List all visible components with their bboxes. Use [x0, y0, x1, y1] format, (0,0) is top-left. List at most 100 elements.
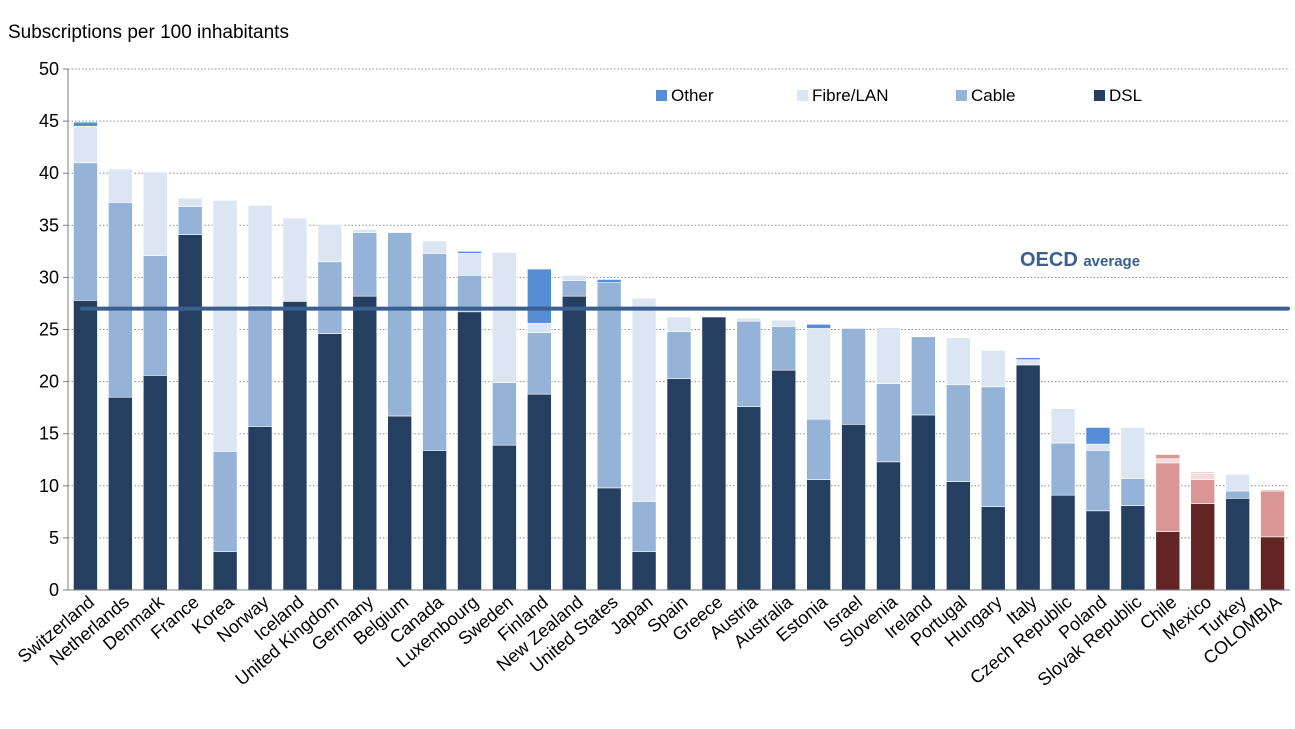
bar-cable-belgium — [387, 232, 412, 417]
bar-fibre-lan-austria — [736, 317, 762, 322]
bar-stack-chile — [1155, 454, 1181, 591]
legend: Other Fibre/LAN Cable DSL — [656, 86, 1142, 105]
y-tick-label: 45 — [39, 111, 59, 131]
bar-stack-sweden — [492, 252, 517, 591]
bar-dsl-hungary — [980, 506, 1006, 591]
bar-stack-germany — [352, 229, 378, 591]
bar-dsl-chile — [1155, 531, 1181, 591]
bar-dsl-austria — [736, 406, 762, 591]
y-axis: 0 5 10 15 20 25 30 35 40 45 50 — [39, 59, 69, 600]
bar-dsl-finland — [527, 393, 552, 591]
bar-dsl-netherlands — [108, 396, 133, 591]
bar-fibre-lan-new-zealand — [561, 275, 587, 281]
bar-dsl-japan — [631, 551, 657, 591]
bar-stack-united-states — [596, 279, 622, 591]
oecd-average-line: OECD average — [80, 249, 1290, 311]
bar-dsl-estonia — [806, 479, 831, 591]
y-tick-label: 15 — [39, 424, 59, 444]
bar-dsl-canada — [422, 450, 447, 591]
legend-label-other: Other — [671, 86, 714, 105]
legend-swatch-fibre-lan — [797, 90, 808, 101]
bar-dsl-denmark — [142, 375, 168, 591]
bar-fibre-lan-korea — [212, 199, 238, 452]
bar-fibre-lan-denmark — [142, 171, 168, 256]
bar-cable-canada — [422, 253, 447, 451]
bar-dsl-poland — [1085, 510, 1111, 591]
bar-fibre-lan-canada — [422, 240, 447, 254]
y-tick-label: 35 — [39, 215, 59, 235]
bar-stack-slovak-republic — [1120, 427, 1146, 591]
bar-fibre-lan-iceland — [282, 217, 308, 302]
bar-stack-finland — [527, 268, 552, 591]
bar-cable-czech-republic — [1050, 442, 1076, 496]
bar-fibre-lan-finland — [527, 322, 552, 333]
bar-cable-turkey — [1225, 490, 1250, 499]
bar-cable-united-kingdom — [317, 261, 343, 334]
bar-cable-finland — [527, 332, 552, 395]
bar-stack-mexico — [1190, 471, 1216, 591]
bar-stack-iceland — [282, 217, 308, 591]
y-tick-label: 10 — [39, 476, 59, 496]
bar-cable-austria — [736, 320, 762, 407]
bar-fibre-lan-united-kingdom — [317, 223, 343, 263]
bar-stack-czech-republic — [1050, 408, 1076, 591]
bar-stack-poland — [1085, 427, 1111, 591]
bar-stack-luxembourg — [457, 251, 482, 591]
bar-dsl-greece — [701, 316, 727, 591]
bar-other-united-states — [596, 279, 622, 283]
bar-cable-japan — [631, 501, 657, 552]
legend-swatch-cable — [956, 90, 967, 101]
bar-stack-canada — [422, 240, 447, 591]
y-tick-label: 50 — [39, 59, 59, 79]
bar-dsl-ireland — [911, 414, 936, 591]
bar-dsl-colombia — [1260, 536, 1285, 591]
bar-stack-italy — [1015, 357, 1041, 591]
bar-dsl-turkey — [1225, 498, 1250, 591]
bar-dsl-france — [177, 234, 203, 591]
bar-fibre-lan-poland — [1085, 443, 1111, 451]
bar-fibre-lan-japan — [631, 297, 657, 502]
bar-fibre-lan-czech-republic — [1050, 408, 1076, 444]
bar-cable-denmark — [142, 255, 168, 376]
bar-cable-colombia — [1260, 490, 1285, 538]
bar-fibre-lan-germany — [352, 229, 378, 233]
bar-stack-france — [177, 197, 203, 591]
bar-other-colombia — [1260, 489, 1285, 492]
bar-dsl-switzerland — [73, 300, 98, 591]
bar-stack-new-zealand — [561, 275, 587, 591]
bar-fibre-lan-hungary — [980, 350, 1006, 388]
bar-dsl-sweden — [492, 444, 517, 591]
bar-dsl-iceland — [282, 301, 308, 591]
bar-stack-portugal — [946, 337, 971, 591]
bar-cable-ireland — [911, 336, 936, 416]
bar-fibre-lan-spain — [666, 316, 692, 332]
bar-dsl-israel — [841, 424, 866, 591]
bar-stacks — [73, 121, 1285, 591]
x-axis: SwitzerlandNetherlandsDenmarkFranceKorea… — [14, 589, 1290, 690]
bar-dsl-italy — [1015, 364, 1041, 591]
bar-dsl-czech-republic — [1050, 494, 1076, 591]
bar-dsl-slovenia — [876, 461, 901, 591]
bar-other-mexico — [1190, 471, 1216, 474]
bar-cable-united-states — [596, 282, 622, 489]
bar-dsl-portugal — [946, 481, 971, 591]
bar-cable-korea — [212, 451, 238, 552]
bar-stack-hungary — [980, 350, 1006, 591]
bar-cable-portugal — [946, 384, 971, 482]
bar-cable-spain — [666, 331, 692, 379]
bar-stack-korea — [212, 199, 238, 591]
bar-cable-mexico — [1190, 479, 1216, 504]
bar-stack-denmark — [142, 171, 168, 591]
bar-cable-sweden — [492, 382, 517, 446]
bar-stack-australia — [771, 319, 797, 591]
y-axis-label: Subscriptions per 100 inhabitants — [8, 22, 289, 43]
bar-cable-poland — [1085, 450, 1111, 512]
bar-dsl-korea — [212, 551, 238, 591]
y-tick-label: 25 — [39, 320, 59, 340]
bar-stack-switzerland — [73, 121, 98, 591]
bar-other-slovenia — [876, 328, 901, 330]
y-tick-label: 40 — [39, 163, 59, 183]
bar-dsl-mexico — [1190, 503, 1216, 591]
bar-cable-luxembourg — [457, 275, 482, 313]
legend-label-fibre-lan: Fibre/LAN — [812, 86, 889, 105]
